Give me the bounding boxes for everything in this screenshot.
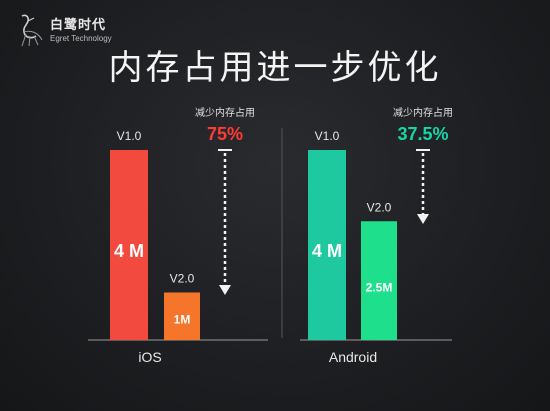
- android-category-label: V2.0: [367, 200, 392, 214]
- ios-bar-v20: [164, 292, 200, 340]
- android-group-label: Android: [329, 349, 377, 365]
- ios-group-label: iOS: [138, 349, 161, 365]
- android-value-label: 2.5M: [366, 281, 393, 295]
- brand-name: 白鹭时代: [50, 18, 107, 33]
- egret-logo-icon: [21, 14, 43, 47]
- android-value-label: 4 M: [312, 241, 342, 261]
- ios-annotation-label: 减少内存占用: [195, 106, 255, 119]
- android-reduction-percent: 37.5%: [397, 124, 448, 144]
- ios-value-label: 1M: [174, 313, 191, 327]
- android-category-label: V1.0: [315, 129, 340, 143]
- ios-arrow-down-icon: [219, 285, 231, 295]
- ios-reduction-percent: 75%: [207, 124, 243, 144]
- brand-logo: 白鹭时代 Egret Technology: [12, 10, 162, 50]
- android-bar-v20: [361, 221, 397, 340]
- android-bar-v10: [308, 150, 346, 340]
- ios-bar-v10: [110, 150, 148, 340]
- brand-tagline: Egret Technology: [50, 34, 112, 43]
- page-title: 内存占用进一步优化: [108, 48, 442, 88]
- ios-category-label: V2.0: [170, 272, 195, 286]
- ios-value-label: 4 M: [114, 241, 144, 261]
- android-arrow-down-icon: [417, 214, 429, 224]
- ios-category-label: V1.0: [117, 129, 142, 143]
- android-annotation-label: 减少内存占用: [393, 106, 453, 119]
